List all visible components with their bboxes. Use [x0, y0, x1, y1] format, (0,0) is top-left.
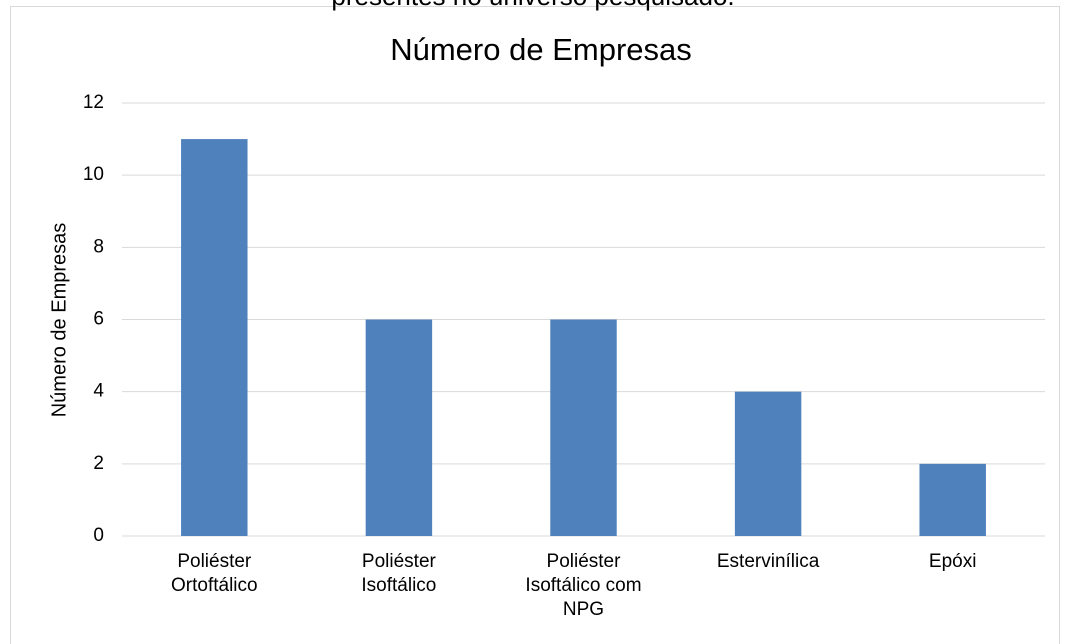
x-tick-label: Estervinílica	[716, 551, 820, 572]
y-tick-label: 4	[93, 381, 104, 402]
bar	[550, 319, 617, 536]
y-tick-label: 10	[83, 164, 104, 185]
chart-border	[10, 6, 1060, 644]
y-tick-label: 12	[83, 92, 104, 113]
bar	[734, 391, 802, 536]
y-tick-label: 0	[93, 525, 104, 546]
bar	[181, 139, 248, 537]
bar	[919, 463, 986, 536]
x-tick-label: Epóxi	[928, 551, 977, 572]
bar	[365, 319, 433, 536]
x-tick-label: Poliéster Isoftálico	[361, 551, 437, 596]
x-tick-label: Poliéster Isoftálico com NPG	[525, 551, 642, 620]
chart-title: Número de Empresas	[390, 32, 692, 67]
x-tick-label: Poliéster Ortoftálico	[171, 551, 258, 596]
y-axis-label: Número de Empresas	[48, 223, 70, 418]
caption: presentes no universo pesquisado.	[331, 0, 734, 11]
y-tick-label: 6	[93, 309, 104, 330]
y-tick-label: 2	[93, 453, 104, 474]
y-tick-label: 8	[93, 236, 104, 257]
